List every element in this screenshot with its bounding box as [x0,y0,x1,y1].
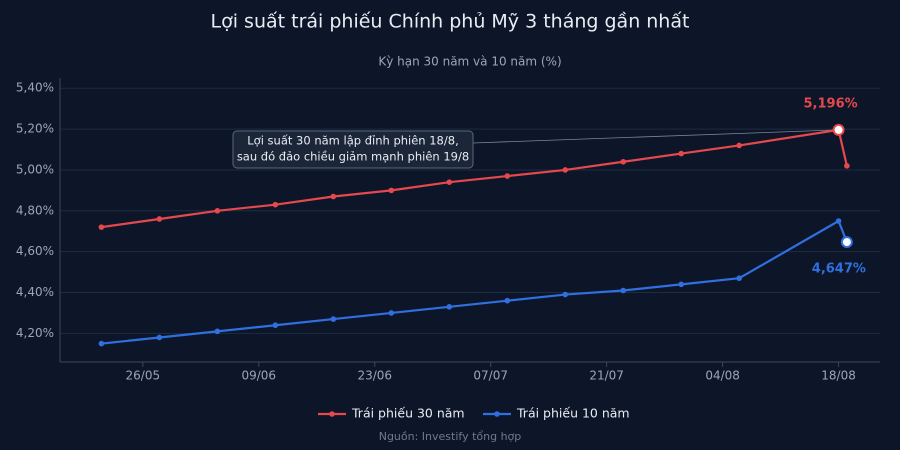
chart-subtitle: Kỳ hạn 30 năm và 10 năm (%) [378,55,561,69]
value-label: 5,196% [804,96,858,111]
annotation-text: Lợi suất 30 năm lập đỉnh phiên 18/8, [247,134,458,148]
point [504,297,511,304]
y-tick-label: 5,40% [16,81,54,95]
point [736,142,742,149]
point [620,287,627,294]
point [562,291,569,298]
highlight-point [832,123,845,136]
point [272,201,279,208]
point [330,316,337,322]
annotation-text: sau đó đảo chiều giảm mạnh phiên 19/8 [237,150,469,164]
y-tick-label: 4,40% [16,285,54,299]
annotation-connector [472,129,839,144]
chart-title: Lợi suất trái phiếu Chính phủ Mỹ 3 tháng… [211,11,690,33]
legend-marker [329,411,335,417]
point [736,275,742,282]
y-tick-label: 5,00% [16,162,54,176]
point [678,281,685,288]
annotation-box [232,130,474,169]
x-tick-label: 26/05 [126,369,161,383]
x-tick-label: 18/08 [821,369,856,383]
x-tick-label: 23/06 [357,369,392,383]
point [98,224,105,230]
point [156,334,163,341]
point [504,173,511,179]
series-line [101,219,848,345]
series-line [101,128,848,229]
legend-marker [494,411,500,417]
point [388,310,395,316]
source: Nguồn: Investify tổng hợp [379,430,522,443]
point [678,150,685,157]
point [214,208,221,214]
y-tick-label: 4,60% [16,244,54,258]
x-tick-label: 07/07 [473,369,508,383]
point [388,187,395,194]
x-tick-label: 21/07 [589,369,624,383]
point [620,158,627,165]
point [272,322,279,329]
y-tick-label: 4,80% [16,203,54,217]
value-label: 4,647% [812,262,866,277]
point [446,179,453,186]
point [214,328,221,335]
legend-label: Trái phiếu 30 năm [351,406,465,421]
point [446,304,453,310]
point [844,163,850,169]
point [835,218,842,224]
legend-label: Trái phiếu 10 năm [516,406,630,421]
point [98,340,105,347]
y-tick-label: 5,20% [16,122,54,136]
highlight-point [840,236,853,249]
point [330,193,337,200]
point [156,216,163,222]
x-tick-label: 09/06 [241,369,276,383]
y-tick-label: 4,20% [16,326,54,340]
point [562,167,569,173]
x-tick-label: 04/08 [705,369,740,383]
